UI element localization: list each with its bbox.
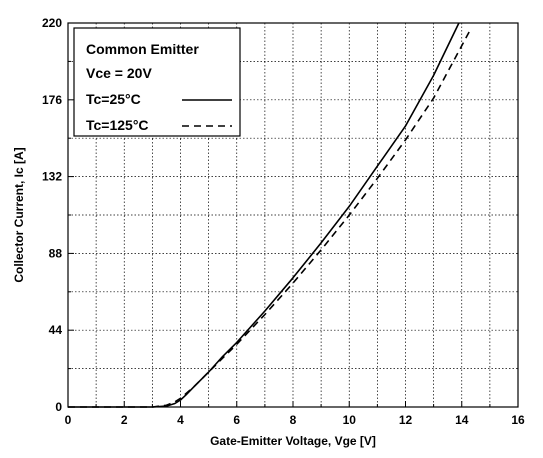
x-tick-label: 14 xyxy=(455,413,469,427)
x-tick-label: 12 xyxy=(399,413,413,427)
plot-series xyxy=(68,22,471,408)
x-tick-label: 4 xyxy=(177,413,184,427)
y-tick-label: 0 xyxy=(55,400,62,414)
series-line-125c xyxy=(68,29,471,408)
y-tick-label: 132 xyxy=(42,170,62,184)
tick-labels: 0 2 4 6 8 10 12 14 16 0 44 88 132 176 220 xyxy=(42,16,525,427)
x-tick-label: 16 xyxy=(511,413,525,427)
y-tick-label: 220 xyxy=(42,16,62,30)
x-tick-label: 0 xyxy=(65,413,72,427)
y-axis-label: Collector Current, Ic [A] xyxy=(12,147,26,282)
legend-title-line-1: Common Emitter xyxy=(86,41,199,57)
y-tick-label: 44 xyxy=(49,323,63,337)
legend-box xyxy=(73,27,241,137)
x-tick-label: 6 xyxy=(233,413,240,427)
legend: Common Emitter Vce = 20V Tc=25°C Tc=125°… xyxy=(73,27,241,137)
legend-title-line-2: Vce = 20V xyxy=(86,65,152,81)
x-tick-label: 10 xyxy=(343,413,357,427)
x-tick-label: 2 xyxy=(121,413,128,427)
axis-ticks xyxy=(67,22,519,408)
x-tick-label: 8 xyxy=(290,413,297,427)
y-tick-label: 88 xyxy=(49,246,63,260)
y-tick-label: 176 xyxy=(42,93,62,107)
series-line-25c xyxy=(68,22,460,408)
grid xyxy=(68,23,518,407)
legend-entry-125c: Tc=125°C xyxy=(86,117,149,133)
x-axis-label: Gate-Emitter Voltage, Vge [V] xyxy=(210,434,376,448)
legend-entry-25c: Tc=25°C xyxy=(86,91,141,107)
